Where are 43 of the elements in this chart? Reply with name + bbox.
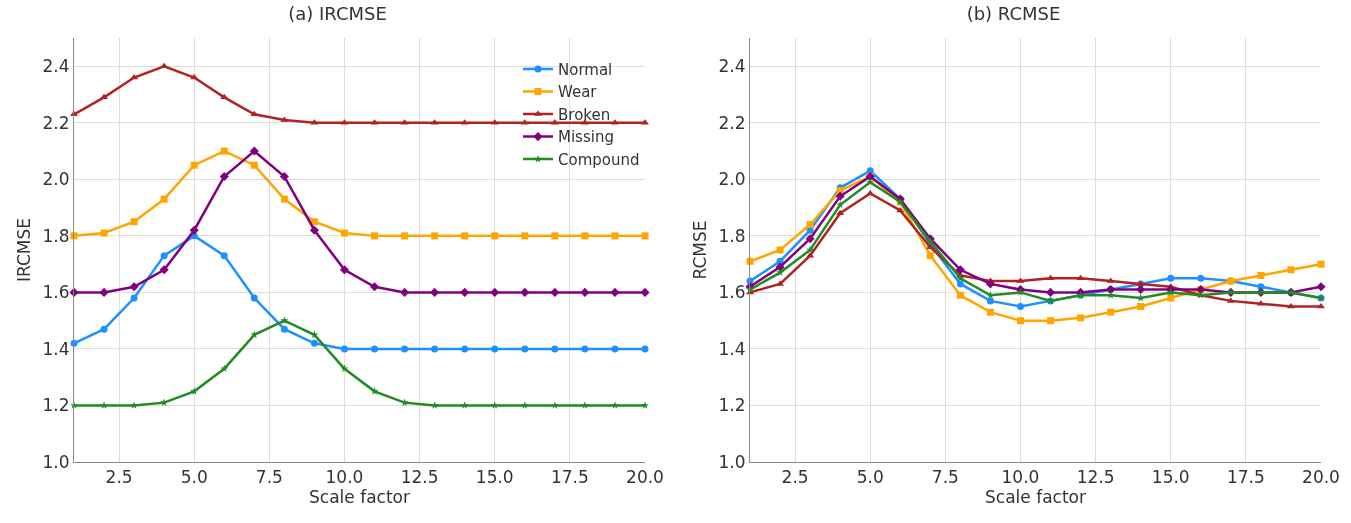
y-tick-label: 2.2: [42, 112, 70, 133]
x-tick-label: 12.5: [1076, 467, 1115, 488]
y-tick-label: 1.6: [42, 282, 70, 303]
x-tick-label: 20.0: [1302, 467, 1340, 488]
y-tick-label: 1.0: [718, 451, 746, 472]
y-tick-label: 1.2: [42, 395, 70, 416]
chart-title: (a) IRCMSE: [288, 3, 387, 25]
y-tick-label: 2.0: [718, 169, 746, 190]
x-tick-label: 10.0: [1001, 467, 1040, 488]
y-tick-label: 1.8: [718, 225, 746, 246]
legend-label: Missing: [558, 128, 614, 147]
x-tick-label: 10.0: [325, 467, 364, 488]
y-tick-label: 2.2: [718, 112, 746, 133]
x-tick-label: 7.5: [931, 467, 959, 488]
y-tick-label: 1.6: [718, 282, 746, 303]
y-tick-label: 1.2: [718, 395, 746, 416]
y-tick-label: 1.0: [42, 451, 70, 472]
x-tick-label: 17.5: [1226, 467, 1265, 488]
y-tick-label: 2.0: [42, 169, 70, 190]
x-tick-label: 17.5: [550, 467, 589, 488]
x-tick-label: 2.5: [781, 467, 809, 488]
y-tick-label: 2.4: [42, 56, 70, 77]
x-tick-label: 20.0: [626, 467, 664, 488]
x-tick-label: 15.0: [475, 467, 514, 488]
x-tick-label: 5.0: [856, 467, 884, 488]
y-axis-title: RCMSE: [690, 220, 710, 280]
y-tick-label: 2.4: [718, 56, 746, 77]
y-tick-label: 1.8: [42, 225, 70, 246]
y-axis-title: IRCMSE: [14, 217, 34, 283]
x-axis-title: Scale factor: [309, 487, 410, 508]
legend-label: Normal: [558, 60, 613, 79]
x-tick-label: 2.5: [105, 467, 133, 488]
x-tick-label: 5.0: [180, 467, 208, 488]
chart-title: (b) RCMSE: [966, 3, 1061, 25]
x-axis-title: Scale factor: [985, 487, 1086, 508]
legend-label: Broken: [558, 105, 611, 124]
y-tick-label: 1.4: [42, 338, 70, 359]
x-tick-label: 12.5: [400, 467, 439, 488]
x-tick-label: 7.5: [255, 467, 283, 488]
legend-label: Compound: [558, 150, 640, 169]
x-tick-label: 15.0: [1151, 467, 1190, 488]
legend-label: Wear: [558, 83, 598, 102]
y-tick-label: 1.4: [718, 338, 746, 359]
